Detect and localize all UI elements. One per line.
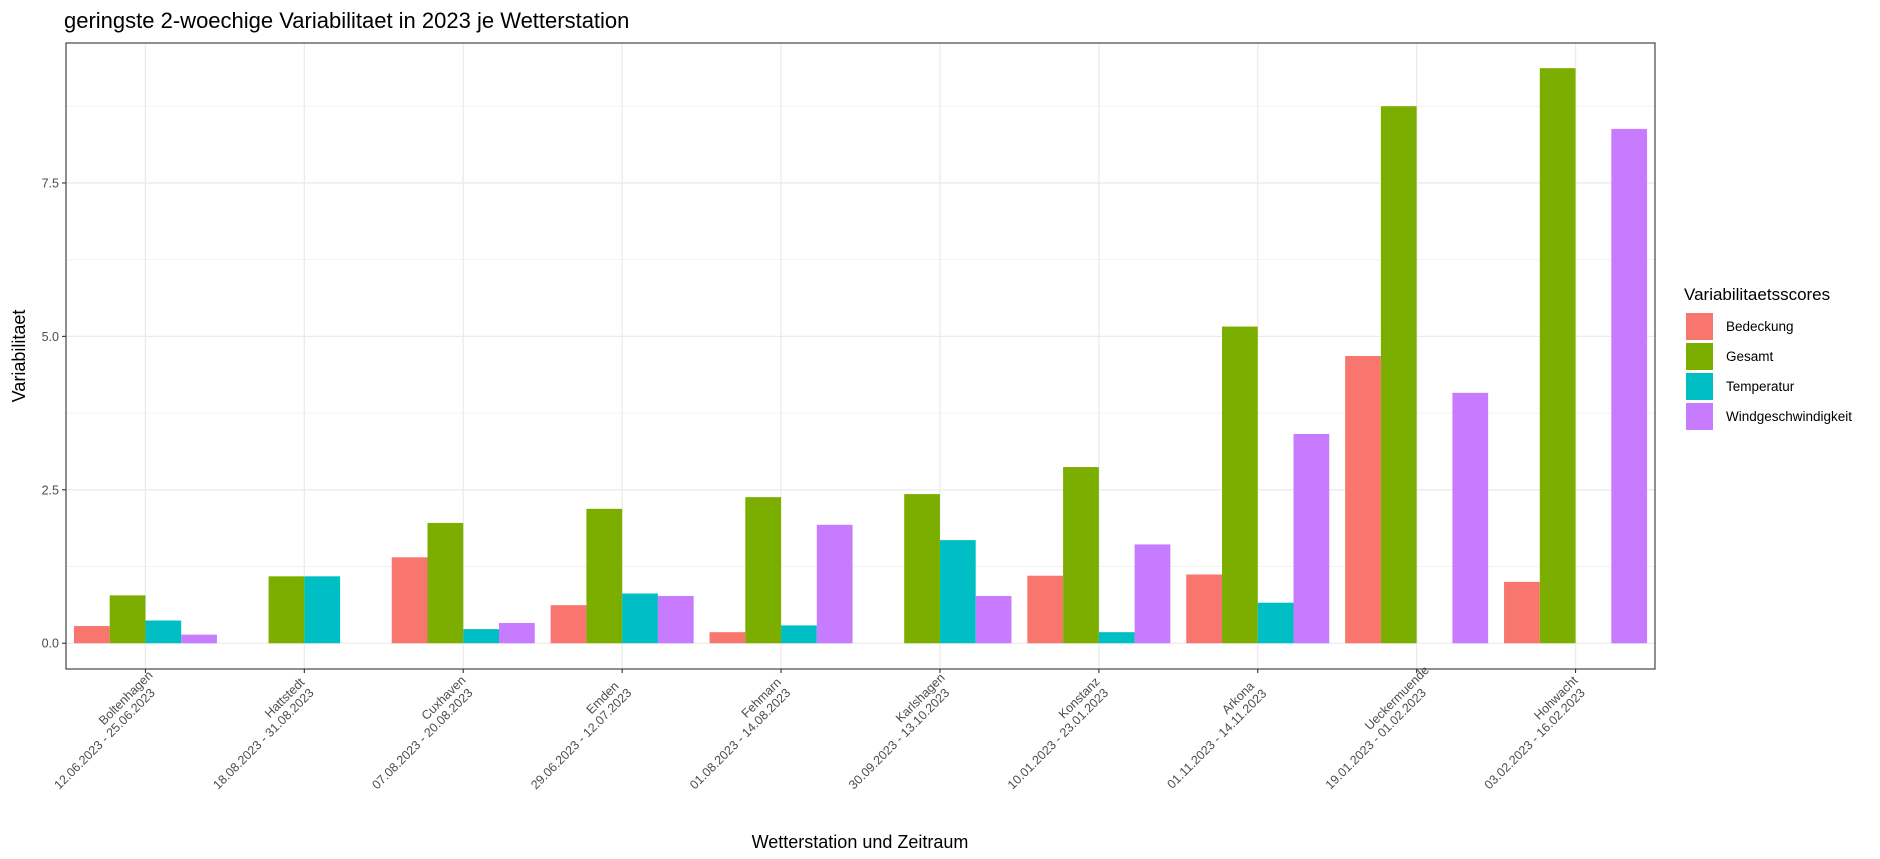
bar-temperatur-konstanz	[1098, 632, 1135, 644]
plot-border	[65, 42, 1656, 670]
bar-windgeschwindigkeit-boltenhagen	[181, 634, 217, 644]
bar-temperatur-hattstedt	[304, 576, 341, 644]
bar-temperatur-karlshagen	[939, 540, 976, 644]
legend-swatch-windgeschwindigkeit	[1686, 403, 1713, 430]
bar-gesamt-konstanz	[1063, 467, 1099, 644]
legend-swatch-temperatur	[1686, 373, 1713, 400]
y-tick-label: 7.5	[42, 176, 59, 190]
bar-windgeschwindigkeit-emden	[657, 595, 694, 644]
bar-gesamt-hohwacht	[1539, 68, 1576, 644]
bar-bedeckung-hohwacht	[1504, 581, 1540, 644]
x-tick-label-period: 01.11.2023 - 14.11.2023	[1164, 686, 1269, 791]
bars	[73, 68, 1648, 644]
bar-bedeckung-fehmarn	[709, 632, 746, 644]
legend: Variabilitaetsscores Bedeckung Gesamt Temp…	[1684, 285, 1852, 430]
y-tick-label: 2.5	[42, 483, 59, 497]
bar-windgeschwindigkeit-hohwacht	[1611, 128, 1648, 644]
bar-temperatur-arkona	[1257, 602, 1294, 644]
bar-bedeckung-emden	[550, 605, 587, 644]
bar-windgeschwindigkeit-fehmarn	[816, 524, 853, 644]
x-tick-label-period: 18.08.2023 - 31.08.2023	[210, 686, 316, 792]
y-tick-label: 0.0	[42, 637, 59, 651]
bar-gesamt-hattstedt	[268, 576, 305, 644]
legend-title: Variabilitaetsscores	[1684, 285, 1830, 304]
legend-label-windgeschwindigkeit: Windgeschwindigkeit	[1726, 409, 1852, 424]
x-tick-label-period: 10.01.2023 - 23.01.2023	[1005, 686, 1111, 792]
bar-gesamt-cuxhaven	[427, 522, 464, 644]
x-tick-label-period: 07.08.2023 - 20.08.2023	[369, 686, 475, 792]
bar-bedeckung-boltenhagen	[73, 626, 110, 644]
legend-swatch-bedeckung	[1686, 313, 1713, 340]
bar-gesamt-ueckermuende	[1380, 106, 1417, 644]
y-axis: 0.0 2.5 5.0 7.5	[42, 176, 66, 651]
bar-windgeschwindigkeit-cuxhaven	[499, 622, 535, 644]
x-tick-label-period: 29.06.2023 - 12.07.2023	[528, 686, 634, 792]
bar-bedeckung-cuxhaven	[391, 557, 428, 644]
bar-temperatur-emden	[622, 593, 658, 644]
legend-label-bedeckung: Bedeckung	[1726, 319, 1794, 334]
bar-temperatur-boltenhagen	[145, 620, 182, 644]
bar-windgeschwindigkeit-arkona	[1293, 433, 1330, 644]
bar-gesamt-arkona	[1221, 326, 1258, 644]
bar-windgeschwindigkeit-karlshagen	[975, 595, 1012, 644]
bar-bedeckung-ueckermuende	[1345, 356, 1381, 644]
x-tick-label-period: 12.06.2023 - 25.06.2023	[51, 686, 157, 792]
bar-bedeckung-arkona	[1186, 574, 1222, 644]
y-tick-label: 5.0	[42, 330, 59, 344]
legend-label-gesamt: Gesamt	[1726, 349, 1774, 364]
bar-temperatur-cuxhaven	[463, 629, 500, 644]
chart-title: geringste 2-woechige Variabilitaet in 20…	[64, 8, 629, 33]
x-tick-label-period: 01.08.2023 - 14.08.2023	[687, 686, 793, 792]
bar-windgeschwindigkeit-konstanz	[1134, 544, 1171, 644]
bar-windgeschwindigkeit-ueckermuende	[1452, 392, 1489, 644]
x-tick-label-period: 03.02.2023 - 16.02.2023	[1482, 686, 1588, 792]
bar-temperatur-fehmarn	[781, 625, 817, 644]
bar-gesamt-emden	[586, 508, 623, 644]
y-axis-title: Variabilitaet	[9, 310, 29, 403]
legend-swatch-gesamt	[1686, 343, 1713, 370]
x-axis-title: Wetterstation und Zeitraum	[752, 832, 969, 852]
x-tick-label-period: 19.01.2023 - 01.02.2023	[1323, 686, 1429, 792]
grid	[66, 43, 1655, 669]
legend-label-temperatur: Temperatur	[1726, 379, 1795, 394]
bar-gesamt-fehmarn	[745, 497, 782, 644]
x-tick-label-period: 30.09.2023 - 13.10.2023	[846, 686, 952, 792]
bar-gesamt-boltenhagen	[109, 595, 146, 644]
bar-gesamt-karlshagen	[904, 494, 940, 644]
bar-bedeckung-konstanz	[1027, 575, 1064, 644]
